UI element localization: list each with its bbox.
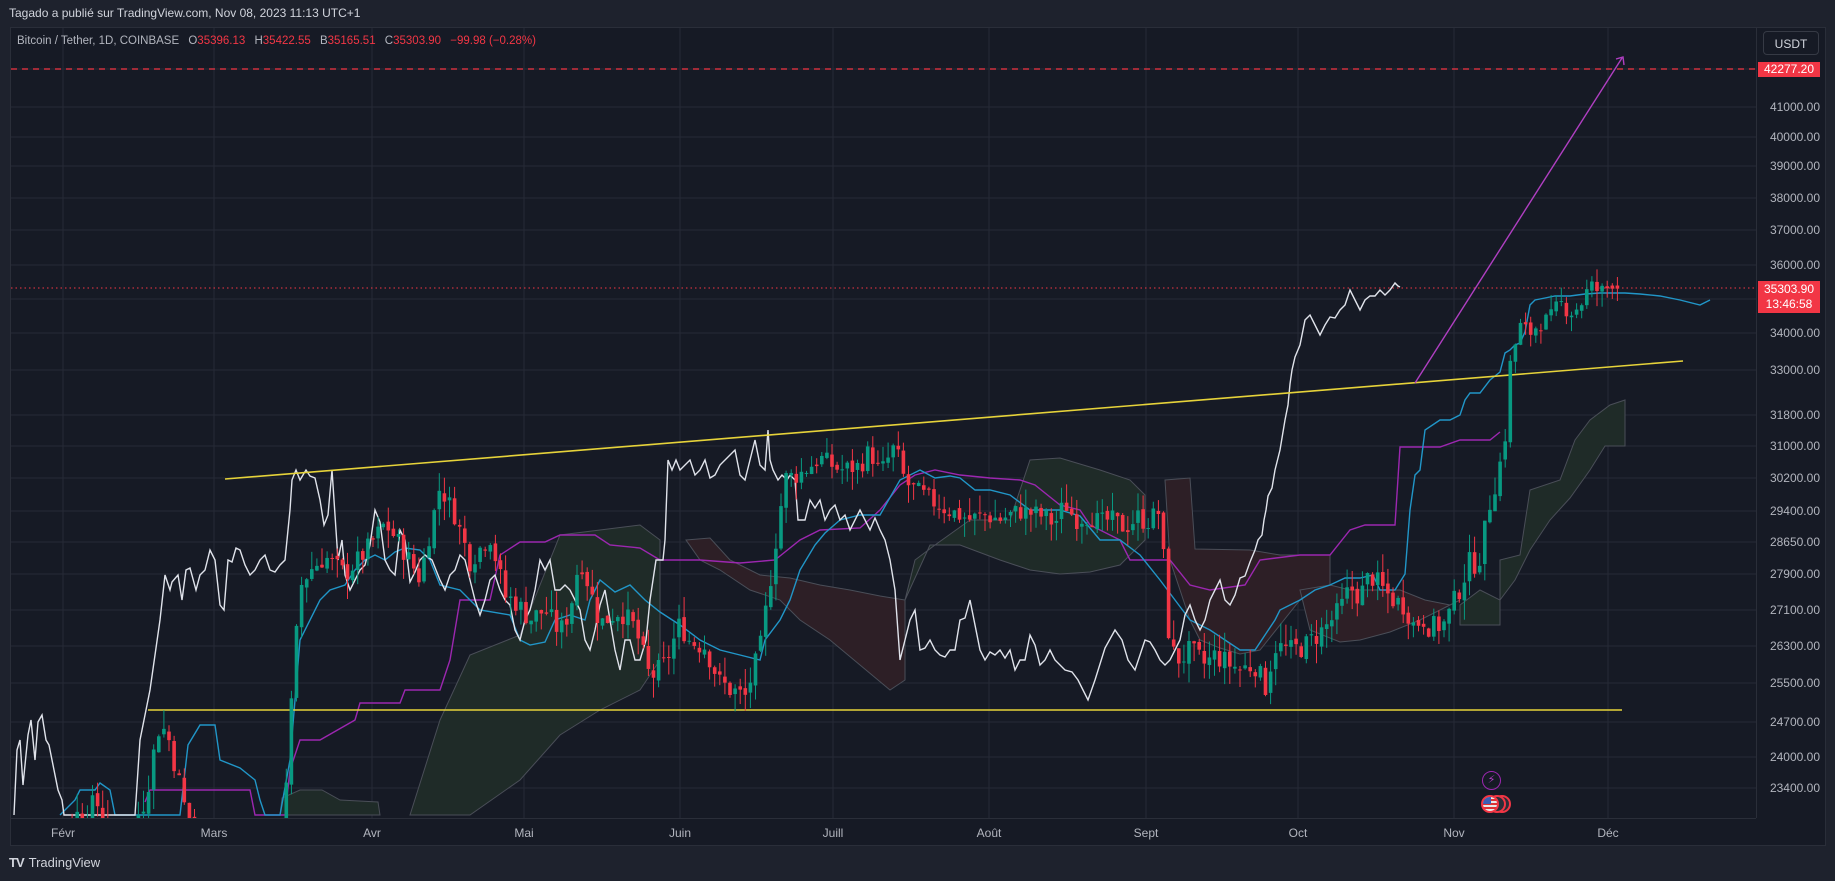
time-tick-label: Juill bbox=[822, 826, 844, 840]
price-tick-label: 27900.00 bbox=[1769, 567, 1820, 581]
price-tick-label: 41000.00 bbox=[1769, 100, 1820, 114]
time-tick-label: Août bbox=[976, 826, 1002, 840]
price-tick-label: 25500.00 bbox=[1769, 676, 1820, 690]
price-tick-label: 23400.00 bbox=[1769, 781, 1820, 795]
kijun-line bbox=[144, 431, 1501, 816]
price-tick-label: 36000.00 bbox=[1769, 258, 1820, 272]
us-flag-icon bbox=[1481, 795, 1499, 813]
projection-arrow bbox=[1414, 56, 1625, 384]
bar-countdown: 13:46:58 bbox=[1765, 297, 1813, 311]
open-key: O bbox=[188, 35, 198, 47]
brand-name: TradingView bbox=[28, 855, 101, 870]
published-by-line: Tagado a publié sur TradingView.com, Nov… bbox=[9, 6, 361, 20]
us-economic-events-icon[interactable] bbox=[1481, 795, 1515, 813]
last-price-value: 35303.90 bbox=[1763, 282, 1815, 296]
price-tick-label: 38000.00 bbox=[1769, 191, 1820, 205]
high-key: H bbox=[254, 35, 263, 47]
lagging-span-line bbox=[13, 281, 1401, 816]
price-tick-label: 30200.00 bbox=[1769, 471, 1820, 485]
candlesticks bbox=[71, 269, 1620, 818]
price-tick-label: 29400.00 bbox=[1769, 504, 1820, 518]
price-tick-label: 26300.00 bbox=[1769, 639, 1820, 653]
time-tick-label: Déc bbox=[1597, 826, 1619, 840]
time-tick-label: Mai bbox=[514, 826, 534, 840]
price-tick-label: 37000.00 bbox=[1769, 223, 1820, 237]
time-tick-label: Févr bbox=[51, 826, 75, 840]
symbol-legend[interactable]: Bitcoin / Tether, 1D, COINBASE O35396.13… bbox=[17, 35, 536, 47]
price-tick-label: 28650.00 bbox=[1769, 535, 1820, 549]
time-tick-label: Nov bbox=[1443, 826, 1465, 840]
time-tick-label: Sept bbox=[1133, 826, 1159, 840]
price-tick-label: 34000.00 bbox=[1769, 326, 1820, 340]
time-tick-label: Avr bbox=[363, 826, 381, 840]
time-tick-label: Juin bbox=[668, 826, 692, 840]
grid-lines bbox=[11, 28, 1756, 818]
low-key: B bbox=[319, 35, 328, 47]
price-tick-label: 39000.00 bbox=[1769, 159, 1820, 173]
tenkan-line bbox=[59, 292, 1711, 816]
ichimoku-cloud bbox=[279, 399, 1626, 816]
currency-button[interactable]: USDT bbox=[1763, 31, 1819, 55]
change-value: −99.98 (−0.28%) bbox=[450, 35, 536, 47]
price-tick-label: 31800.00 bbox=[1769, 408, 1820, 422]
price-tick-label: 27100.00 bbox=[1769, 603, 1820, 617]
low-value: 35165.51 bbox=[327, 35, 376, 47]
footer-brand[interactable]: TV TradingView bbox=[9, 855, 100, 870]
target-price-tag: 42277.20 bbox=[1758, 62, 1820, 77]
target-price-value: 42277.20 bbox=[1763, 62, 1815, 76]
tradingview-logo-icon: TV bbox=[9, 855, 25, 870]
price-tick-label: 31000.00 bbox=[1769, 439, 1820, 453]
last-price-tag: 35303.90 13:46:58 bbox=[1758, 281, 1820, 313]
price-tick-label: 40000.00 bbox=[1769, 130, 1820, 144]
price-tick-label: 24700.00 bbox=[1769, 715, 1820, 729]
time-tick-label: Oct bbox=[1288, 826, 1308, 840]
time-tick-label: Mars bbox=[200, 826, 228, 840]
resistance-trendline bbox=[224, 360, 1684, 480]
open-value: 35396.13 bbox=[197, 35, 246, 47]
lightning-event-icon[interactable]: ⚡ bbox=[1482, 771, 1501, 790]
price-axis[interactable] bbox=[1756, 28, 1827, 818]
close-value: 35303.90 bbox=[393, 35, 442, 47]
price-tick-label: 24000.00 bbox=[1769, 750, 1820, 764]
price-tick-label: 33000.00 bbox=[1769, 363, 1820, 377]
symbol-title[interactable]: Bitcoin / Tether, 1D, COINBASE bbox=[17, 35, 180, 47]
close-key: C bbox=[384, 35, 394, 47]
time-axis[interactable] bbox=[11, 818, 1756, 846]
high-value: 35422.55 bbox=[262, 35, 311, 47]
